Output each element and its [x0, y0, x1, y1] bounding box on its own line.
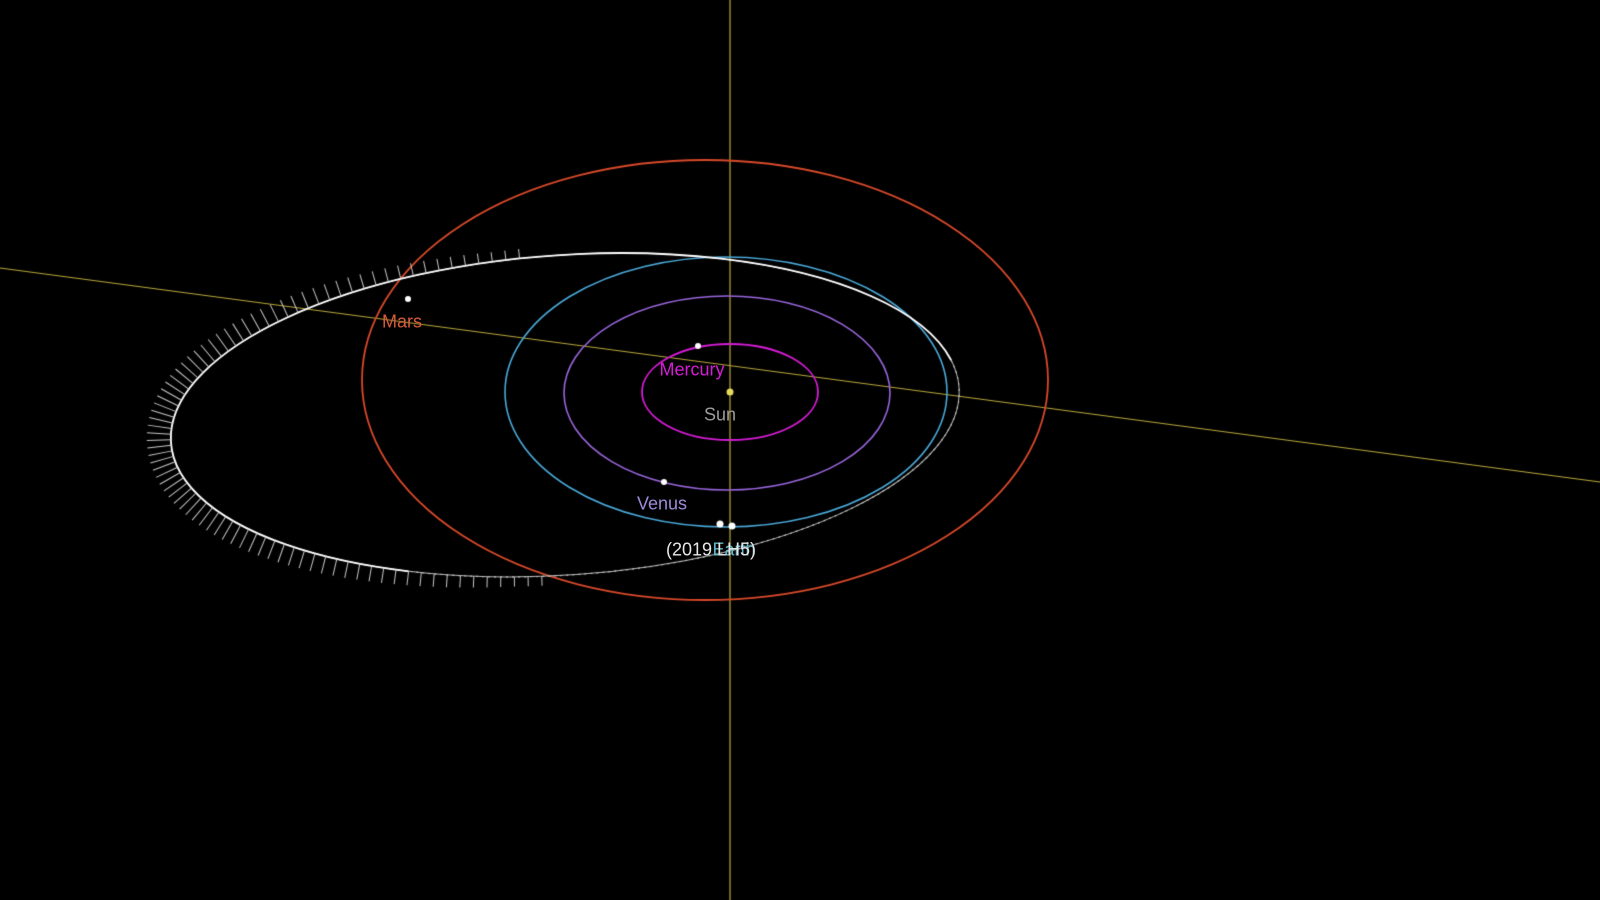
orbit-diagram-canvas	[0, 0, 1600, 900]
